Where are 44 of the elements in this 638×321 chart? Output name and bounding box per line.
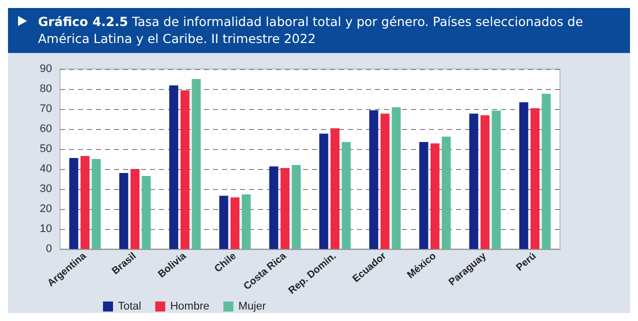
bar [130, 169, 140, 249]
legend-label: Mujer [238, 300, 266, 312]
bar [392, 107, 401, 249]
y-tick-label: 30 [40, 183, 52, 195]
bar [242, 194, 251, 249]
bar [292, 165, 301, 249]
bar [419, 142, 428, 249]
bar [119, 173, 128, 249]
bar [330, 128, 340, 249]
y-tick-label: 90 [40, 63, 52, 75]
y-tick-label: 40 [40, 163, 52, 175]
bar [92, 159, 101, 249]
bar [80, 156, 90, 249]
legend-label: Total [118, 300, 142, 312]
y-tick-label: 10 [40, 223, 52, 235]
bar [269, 166, 278, 249]
y-tick-label: 20 [40, 203, 52, 215]
y-tick-label: 0 [46, 243, 52, 255]
bar [230, 197, 240, 249]
bar [219, 196, 228, 249]
bar [380, 114, 390, 249]
bar [430, 143, 440, 249]
legend-label: Hombre [170, 300, 210, 312]
bar [542, 94, 551, 249]
bar [442, 136, 451, 249]
bar [69, 158, 78, 249]
bar [180, 90, 190, 249]
bar [280, 168, 290, 249]
bar [492, 110, 501, 249]
bar [519, 102, 528, 249]
y-tick-label: 50 [40, 143, 52, 155]
bar [142, 176, 151, 249]
bar [342, 142, 351, 249]
bar [530, 108, 540, 249]
bar [169, 85, 178, 249]
bar [480, 115, 490, 249]
bar [469, 114, 478, 249]
y-tick-label: 60 [40, 123, 52, 135]
bar [369, 110, 378, 249]
bar [319, 134, 328, 249]
chart-title: Gráfico 4.2.5 [38, 14, 128, 29]
y-tick-label: 80 [40, 83, 52, 95]
y-tick-label: 70 [40, 103, 52, 115]
bar [192, 79, 201, 249]
